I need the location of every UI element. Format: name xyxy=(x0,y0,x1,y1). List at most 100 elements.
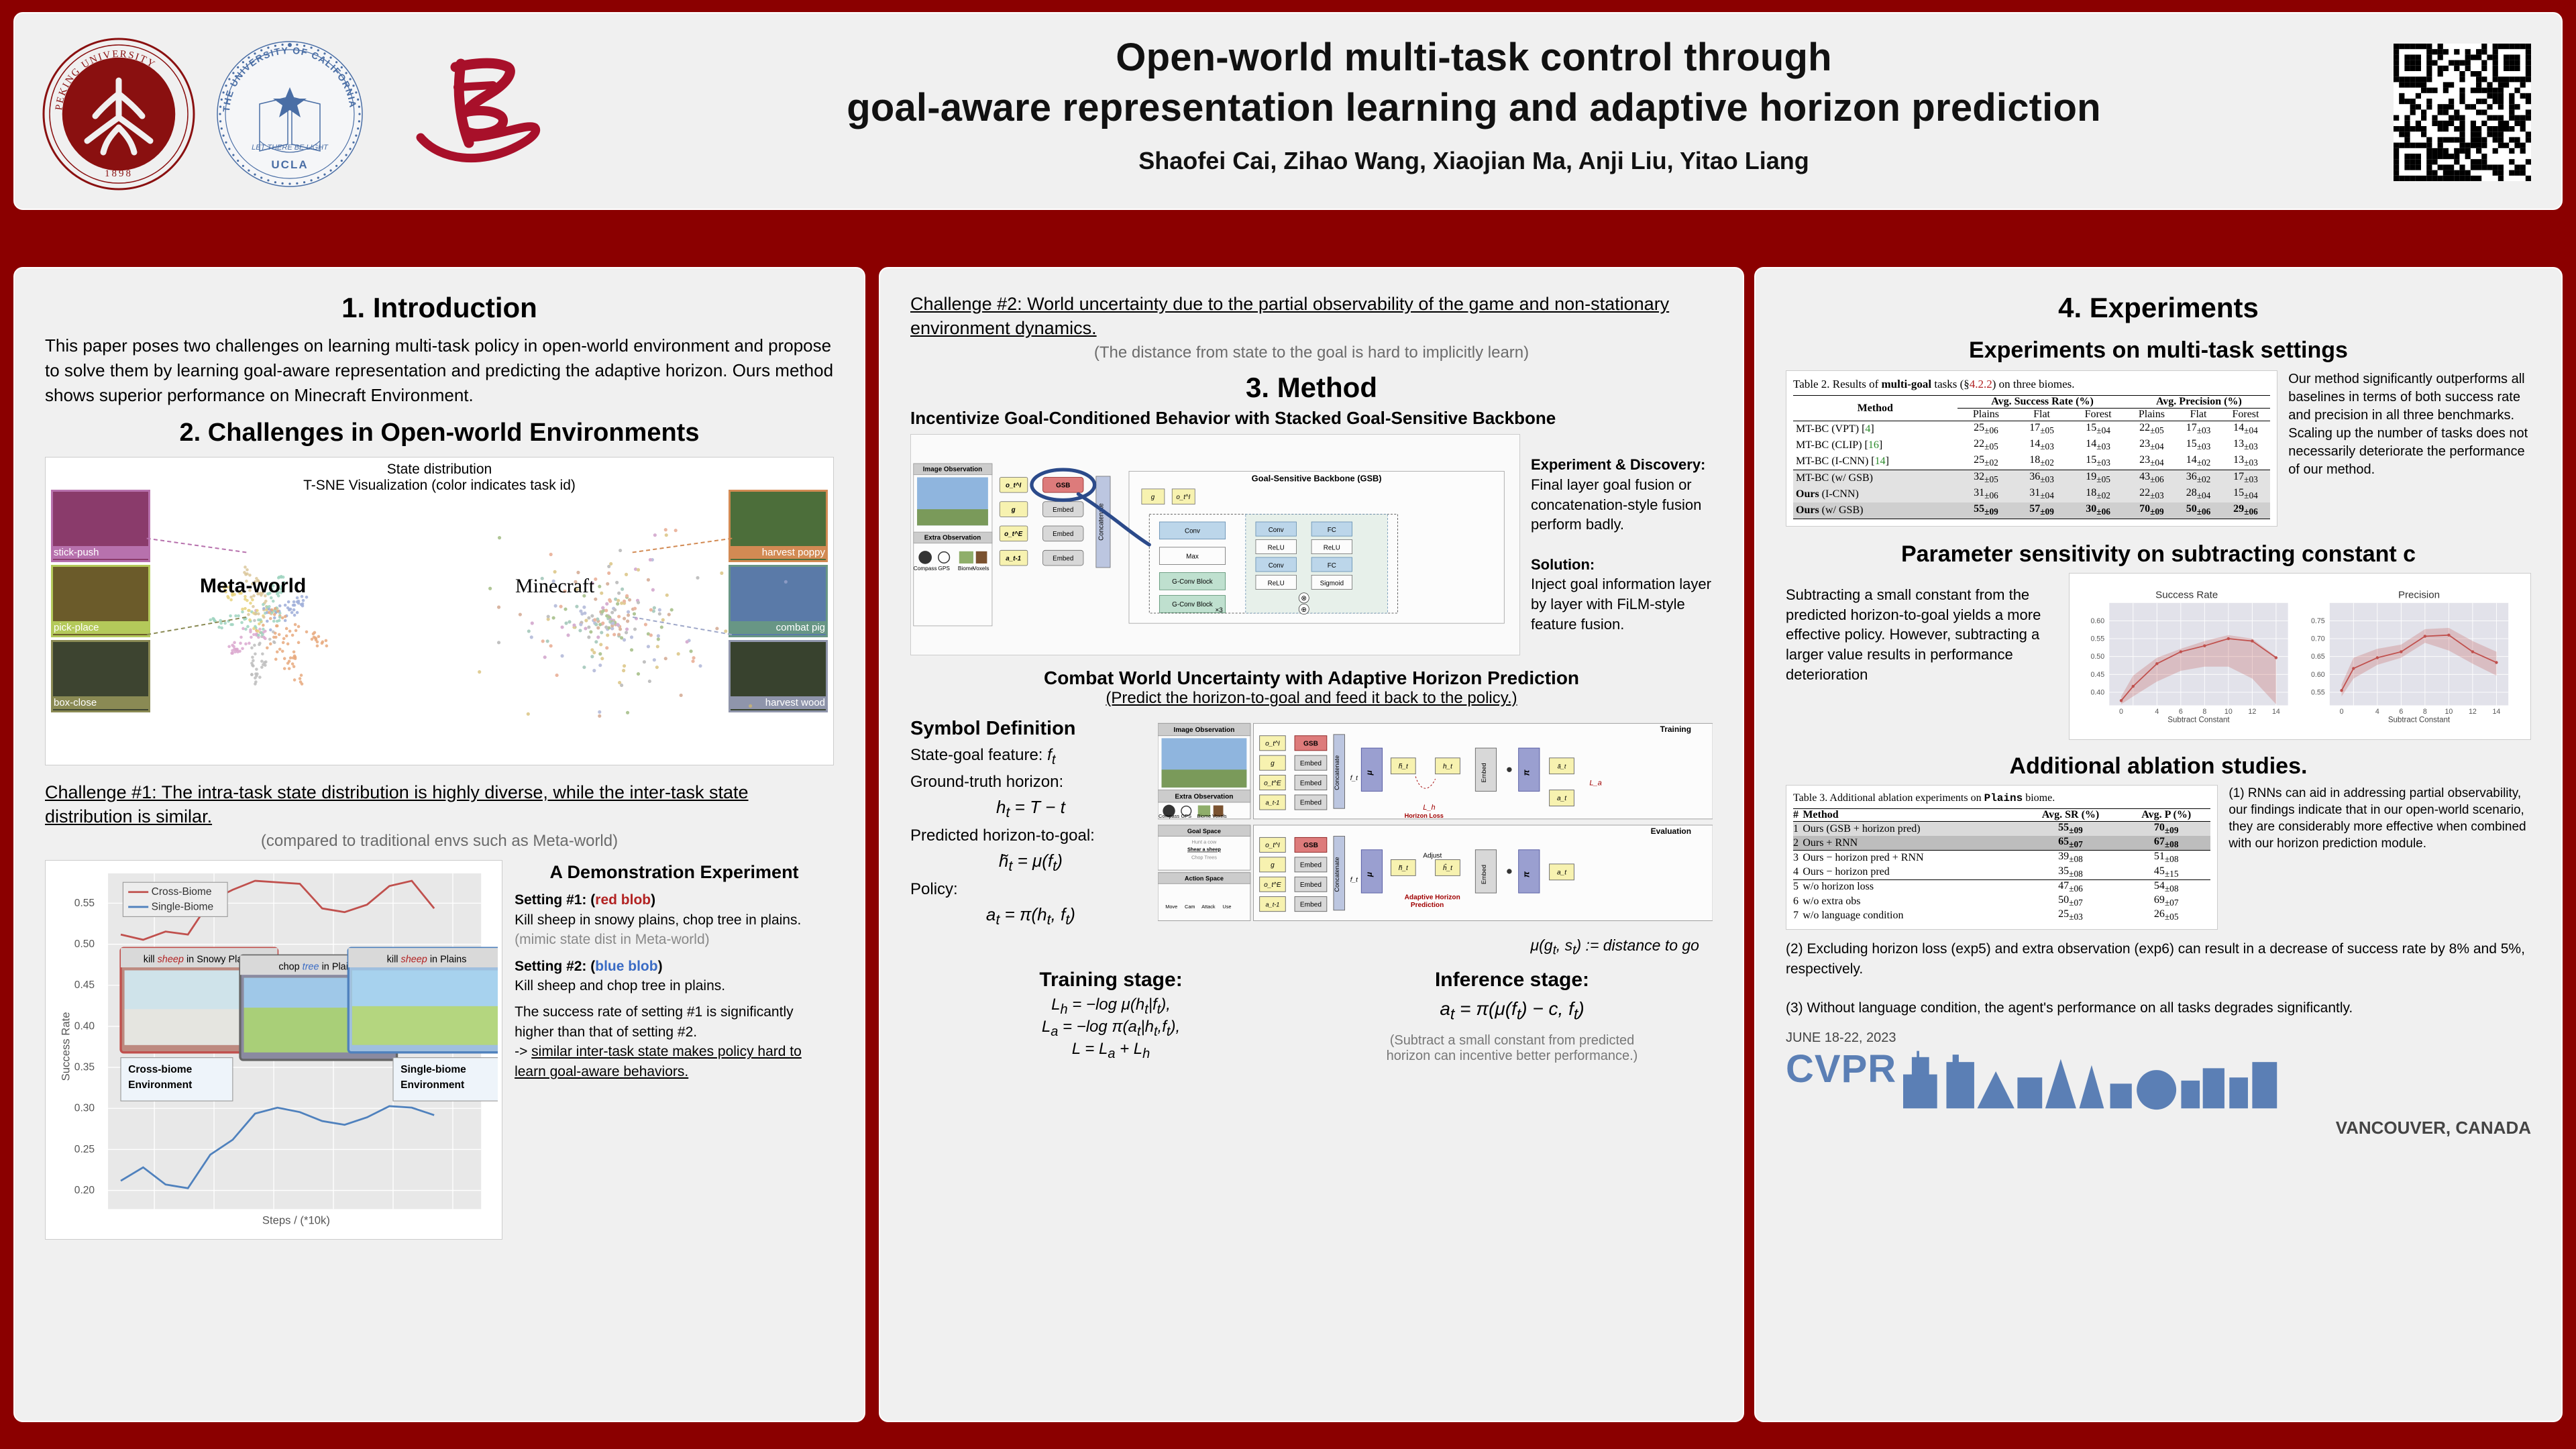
svg-text:kill sheep in Plains: kill sheep in Plains xyxy=(387,954,467,965)
svg-text:Hunt a cow: Hunt a cow xyxy=(1191,839,1216,845)
svg-text:Success Rate: Success Rate xyxy=(59,1012,72,1081)
svg-text:Goal Space: Goal Space xyxy=(1187,828,1221,835)
svg-text:Conv: Conv xyxy=(1269,562,1284,570)
svg-text:Evaluation: Evaluation xyxy=(1650,826,1690,836)
svg-text:GPS: GPS xyxy=(1181,813,1191,819)
svg-text:4: 4 xyxy=(2155,708,2159,716)
svg-text:Adaptive Horizon: Adaptive Horizon xyxy=(1404,894,1460,901)
svg-text:Chop Trees: Chop Trees xyxy=(1191,854,1217,860)
svg-text:Embed: Embed xyxy=(1300,881,1322,889)
svg-text:ĥ_t: ĥ_t xyxy=(1443,863,1453,872)
svg-text:a_t-1: a_t-1 xyxy=(1265,901,1279,908)
svg-text:μ: μ xyxy=(1364,769,1374,775)
svg-text:Adjust: Adjust xyxy=(1423,853,1442,860)
svg-text:Voxels: Voxels xyxy=(1212,813,1227,819)
svg-text:o_t^I: o_t^I xyxy=(1265,740,1280,747)
svg-text:f_t: f_t xyxy=(1350,775,1358,782)
svg-text:14: 14 xyxy=(2493,708,2501,716)
svg-text:Horizon Loss: Horizon Loss xyxy=(1404,812,1443,819)
svg-text:a_t-1: a_t-1 xyxy=(1265,800,1279,806)
svg-text:Biome: Biome xyxy=(1197,813,1211,819)
svg-text:⊕: ⊕ xyxy=(1301,606,1307,614)
svg-text:GSB: GSB xyxy=(1056,482,1070,489)
svg-text:Environment: Environment xyxy=(400,1079,464,1091)
svg-text:f_t: f_t xyxy=(1350,876,1358,883)
svg-text:Embed: Embed xyxy=(1300,780,1322,787)
svg-text:0.20: 0.20 xyxy=(74,1185,95,1196)
svg-text:0.55: 0.55 xyxy=(2091,635,2105,643)
svg-text:Subtract Constant: Subtract Constant xyxy=(2167,716,2230,724)
svg-text:h̃_t: h̃_t xyxy=(1399,763,1409,770)
svg-text:6: 6 xyxy=(2400,708,2404,716)
svg-text:G-Conv Block: G-Conv Block xyxy=(1172,601,1213,608)
svg-text:Success Rate: Success Rate xyxy=(2155,590,2218,601)
svg-text:Prediction: Prediction xyxy=(1411,902,1444,909)
svg-text:Conv: Conv xyxy=(1185,527,1200,535)
svg-text:Embed: Embed xyxy=(1300,800,1322,807)
svg-text:UCLA: UCLA xyxy=(271,158,308,171)
svg-text:Shear a sheep: Shear a sheep xyxy=(1187,846,1221,852)
svg-text:g: g xyxy=(1271,861,1275,869)
svg-text:Goal-Sensitive Backbone (GSB): Goal-Sensitive Backbone (GSB) xyxy=(1252,473,1382,483)
svg-text:Embed: Embed xyxy=(1053,531,1073,538)
svg-text:Move: Move xyxy=(1165,904,1177,910)
svg-text:Embed: Embed xyxy=(1481,865,1487,884)
svg-text:μ: μ xyxy=(1364,871,1374,877)
svg-text:0.25: 0.25 xyxy=(74,1143,95,1155)
svg-text:0: 0 xyxy=(2119,708,2123,716)
svg-text:0.40: 0.40 xyxy=(74,1020,95,1032)
svg-text:o_t^E: o_t^E xyxy=(1264,881,1281,889)
svg-text:Subtract Constant: Subtract Constant xyxy=(2388,716,2451,724)
svg-text:0.45: 0.45 xyxy=(74,979,95,991)
svg-text:Attack: Attack xyxy=(1201,904,1216,910)
svg-text:10: 10 xyxy=(2224,708,2233,716)
svg-text:Image Observation: Image Observation xyxy=(923,466,982,473)
svg-text:Single-biome: Single-biome xyxy=(400,1063,466,1075)
svg-text:a_t: a_t xyxy=(1557,869,1567,876)
svg-text:Compass: Compass xyxy=(914,565,937,572)
svg-text:Conv: Conv xyxy=(1269,527,1284,534)
svg-text:ã_t: ã_t xyxy=(1557,763,1566,769)
svg-text:Voxels: Voxels xyxy=(973,565,989,572)
svg-text:Embed: Embed xyxy=(1300,760,1322,767)
svg-text:Action Space: Action Space xyxy=(1185,875,1224,882)
svg-text:Precision: Precision xyxy=(2398,590,2440,601)
svg-text:0.45: 0.45 xyxy=(2091,671,2105,679)
svg-text:0.60: 0.60 xyxy=(2311,671,2325,679)
svg-text:o_t^I: o_t^I xyxy=(1265,842,1280,849)
svg-text:ReLU: ReLU xyxy=(1268,580,1285,587)
svg-text:Sigmoid: Sigmoid xyxy=(1320,580,1344,587)
svg-text:FC: FC xyxy=(1328,527,1336,534)
svg-text:0.30: 0.30 xyxy=(74,1102,95,1114)
svg-text:π: π xyxy=(1521,769,1531,775)
svg-text:Training: Training xyxy=(1660,724,1690,734)
svg-text:a_t: a_t xyxy=(1557,795,1567,802)
svg-text:14: 14 xyxy=(2272,708,2280,716)
svg-text:L_h: L_h xyxy=(1423,804,1435,812)
svg-text:0.60: 0.60 xyxy=(2091,617,2105,625)
svg-text:Embed: Embed xyxy=(1053,555,1073,562)
svg-text:12: 12 xyxy=(2249,708,2257,716)
svg-text:h_t: h_t xyxy=(1443,763,1453,770)
svg-text:a_t-1: a_t-1 xyxy=(1006,555,1021,562)
svg-text:8: 8 xyxy=(2423,708,2427,716)
svg-text:FC: FC xyxy=(1328,562,1336,570)
svg-text:o_t^I: o_t^I xyxy=(1006,482,1021,489)
svg-text:ReLU: ReLU xyxy=(1324,544,1340,551)
svg-text:ReLU: ReLU xyxy=(1268,544,1285,551)
svg-text:o_t^I: o_t^I xyxy=(1176,494,1190,501)
svg-text:Concatenate: Concatenate xyxy=(1334,755,1340,790)
svg-text:GSB: GSB xyxy=(1303,740,1318,747)
svg-text:GSB: GSB xyxy=(1303,842,1318,849)
svg-text:12: 12 xyxy=(2469,708,2477,716)
svg-text:LET THERE BE LIGHT: LET THERE BE LIGHT xyxy=(252,144,329,152)
svg-text:Cross-Biome: Cross-Biome xyxy=(152,886,212,898)
svg-text:4: 4 xyxy=(2375,708,2379,716)
svg-text:o_t^E: o_t^E xyxy=(1264,780,1281,787)
svg-text:0.75: 0.75 xyxy=(2311,617,2325,625)
svg-text:Embed: Embed xyxy=(1300,901,1322,908)
svg-text:0.50: 0.50 xyxy=(2091,653,2105,661)
svg-text:0.55: 0.55 xyxy=(2311,688,2325,696)
svg-text:Max: Max xyxy=(1186,553,1199,560)
svg-text:Embed: Embed xyxy=(1481,763,1487,782)
